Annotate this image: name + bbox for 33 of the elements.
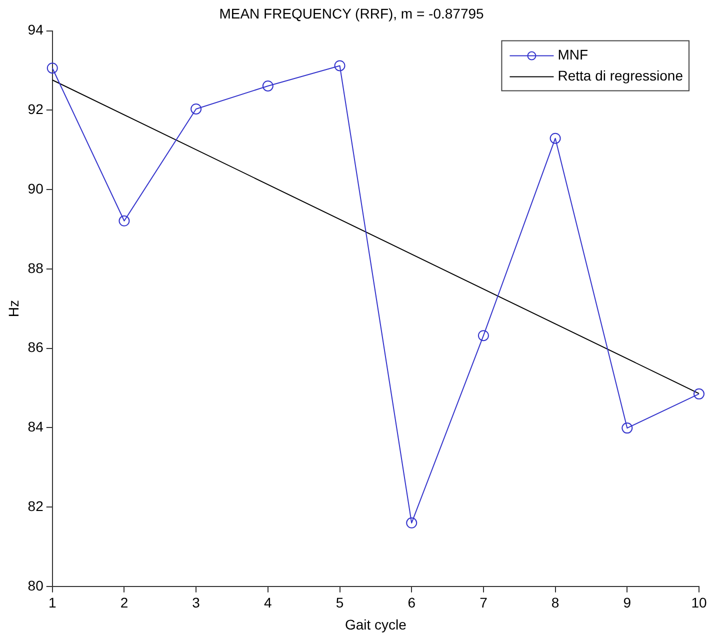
legend-label: MNF: [558, 46, 588, 63]
x-tick-label: 3: [192, 594, 200, 611]
x-tick-label: 5: [336, 594, 344, 611]
x-tick-label: 9: [623, 594, 632, 611]
x-tick-label: 8: [551, 594, 560, 611]
x-tick-label: 4: [264, 594, 272, 611]
point: [550, 132, 561, 144]
x-axis-title: Gait cycle: [344, 616, 407, 632]
y-tick-label: 86: [28, 339, 44, 356]
point: [478, 330, 489, 342]
point: [190, 103, 202, 114]
y-axis-title: Hz: [5, 300, 22, 318]
y-tick-label: 84: [28, 418, 44, 435]
x-tick-label: 2: [120, 594, 128, 611]
y-tick-label: 94: [28, 22, 44, 38]
point: [118, 215, 130, 226]
x-tick-label: 7: [480, 594, 488, 611]
legend-label: Retta di regressione: [558, 68, 684, 84]
point: [46, 62, 58, 74]
y-tick-label: 90: [28, 180, 44, 196]
chart-title: MEAN FREQUENCY (RRF), m = -0.87795: [219, 5, 484, 22]
y-tick-label: 92: [28, 101, 44, 118]
point: [406, 517, 418, 528]
point: [622, 422, 633, 434]
x-tick-label: 6: [408, 594, 416, 611]
point: [334, 60, 346, 72]
point: [694, 388, 704, 400]
x-tick-label: 10: [691, 594, 707, 611]
y-tick-label: 88: [28, 260, 44, 276]
y-tick-label: 80: [28, 577, 44, 594]
x-tick-label: 1: [48, 594, 56, 611]
point: [262, 80, 274, 92]
y-tick-label: 82: [28, 498, 44, 514]
